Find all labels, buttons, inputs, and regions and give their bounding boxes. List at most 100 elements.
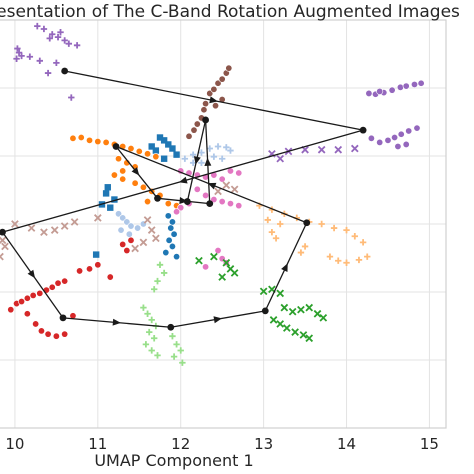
- data-point: [23, 294, 31, 302]
- data-point: [127, 145, 135, 153]
- trajectory-arrowhead: [204, 157, 212, 166]
- data-point: [34, 22, 41, 30]
- trajectory-node: [202, 116, 209, 124]
- data-point: [119, 214, 127, 222]
- data-point: [156, 261, 164, 268]
- data-point: [226, 200, 234, 208]
- data-point: [160, 137, 168, 144]
- data-point: [40, 228, 48, 236]
- data-point: [165, 141, 172, 148]
- data-point: [177, 347, 184, 354]
- scatter-points: [0, 22, 425, 366]
- data-point: [131, 244, 139, 253]
- data-point: [185, 132, 193, 140]
- trajectory-node: [303, 219, 311, 227]
- x-axis-label: UMAP Component 1: [94, 451, 253, 470]
- data-point: [259, 287, 268, 296]
- data-point: [367, 134, 375, 142]
- data-point: [202, 263, 210, 271]
- data-point: [402, 82, 410, 90]
- data-point: [48, 283, 56, 291]
- data-point: [364, 253, 371, 260]
- data-point: [326, 253, 334, 260]
- data-point: [230, 185, 239, 194]
- data-point: [61, 37, 68, 44]
- data-point: [169, 333, 176, 340]
- data-point: [104, 184, 111, 191]
- data-point: [173, 151, 180, 158]
- trajectory-node: [206, 200, 214, 208]
- data-point: [218, 75, 226, 83]
- data-point: [70, 218, 79, 226]
- data-point: [276, 320, 285, 328]
- data-point: [73, 42, 81, 49]
- data-point: [93, 214, 102, 222]
- data-point: [123, 247, 131, 255]
- data-point: [27, 224, 36, 232]
- trajectory-node: [61, 67, 69, 75]
- data-point: [134, 224, 142, 232]
- data-point: [152, 153, 160, 161]
- data-point: [107, 204, 114, 211]
- data-point: [351, 233, 359, 240]
- data-point: [140, 304, 147, 311]
- data-point: [305, 303, 314, 312]
- data-point: [156, 134, 164, 141]
- data-point: [190, 126, 198, 134]
- data-point: [396, 83, 404, 91]
- data-point: [313, 309, 322, 318]
- data-point: [110, 171, 118, 179]
- data-point: [198, 149, 205, 156]
- data-point: [264, 216, 271, 224]
- trajectory-arrowhead: [213, 316, 222, 324]
- data-point: [127, 236, 135, 244]
- data-point: [15, 49, 23, 56]
- data-point: [117, 226, 125, 234]
- trajectory-arrowhead: [179, 197, 188, 205]
- data-point: [202, 191, 210, 199]
- data-point: [402, 140, 410, 148]
- data-point: [413, 124, 421, 132]
- data-point: [37, 327, 45, 335]
- data-point: [319, 314, 328, 322]
- data-point: [299, 331, 308, 339]
- trajectory-arrowhead: [178, 176, 188, 184]
- trajectory-node: [359, 126, 367, 134]
- data-point: [355, 256, 363, 264]
- data-point: [222, 181, 231, 190]
- data-point: [164, 212, 172, 220]
- data-point: [135, 147, 143, 155]
- data-point: [305, 334, 314, 343]
- trajectory-path: [0, 67, 367, 331]
- data-point: [125, 230, 133, 238]
- data-point: [291, 328, 299, 336]
- data-point: [86, 136, 94, 144]
- data-point: [218, 273, 227, 281]
- data-point: [200, 106, 208, 114]
- data-point: [195, 256, 203, 265]
- data-point: [223, 144, 230, 151]
- data-point: [193, 120, 201, 128]
- data-point: [417, 79, 425, 87]
- data-point: [50, 226, 59, 234]
- data-point: [65, 40, 73, 47]
- trajectory-arrowhead: [209, 96, 218, 104]
- data-point: [61, 277, 69, 285]
- data-point: [102, 190, 110, 197]
- data-point: [115, 210, 123, 218]
- data-point: [212, 102, 220, 110]
- data-point: [214, 79, 222, 87]
- data-point: [218, 198, 226, 206]
- data-point: [177, 204, 185, 212]
- data-point: [222, 258, 231, 267]
- data-point: [276, 289, 285, 298]
- data-point: [119, 240, 127, 248]
- data-point: [148, 316, 155, 324]
- data-point: [227, 147, 234, 154]
- data-point: [0, 252, 4, 261]
- data-point: [144, 150, 152, 158]
- data-point: [111, 196, 118, 203]
- data-point: [150, 335, 158, 342]
- data-point: [365, 89, 373, 97]
- data-point: [282, 324, 291, 332]
